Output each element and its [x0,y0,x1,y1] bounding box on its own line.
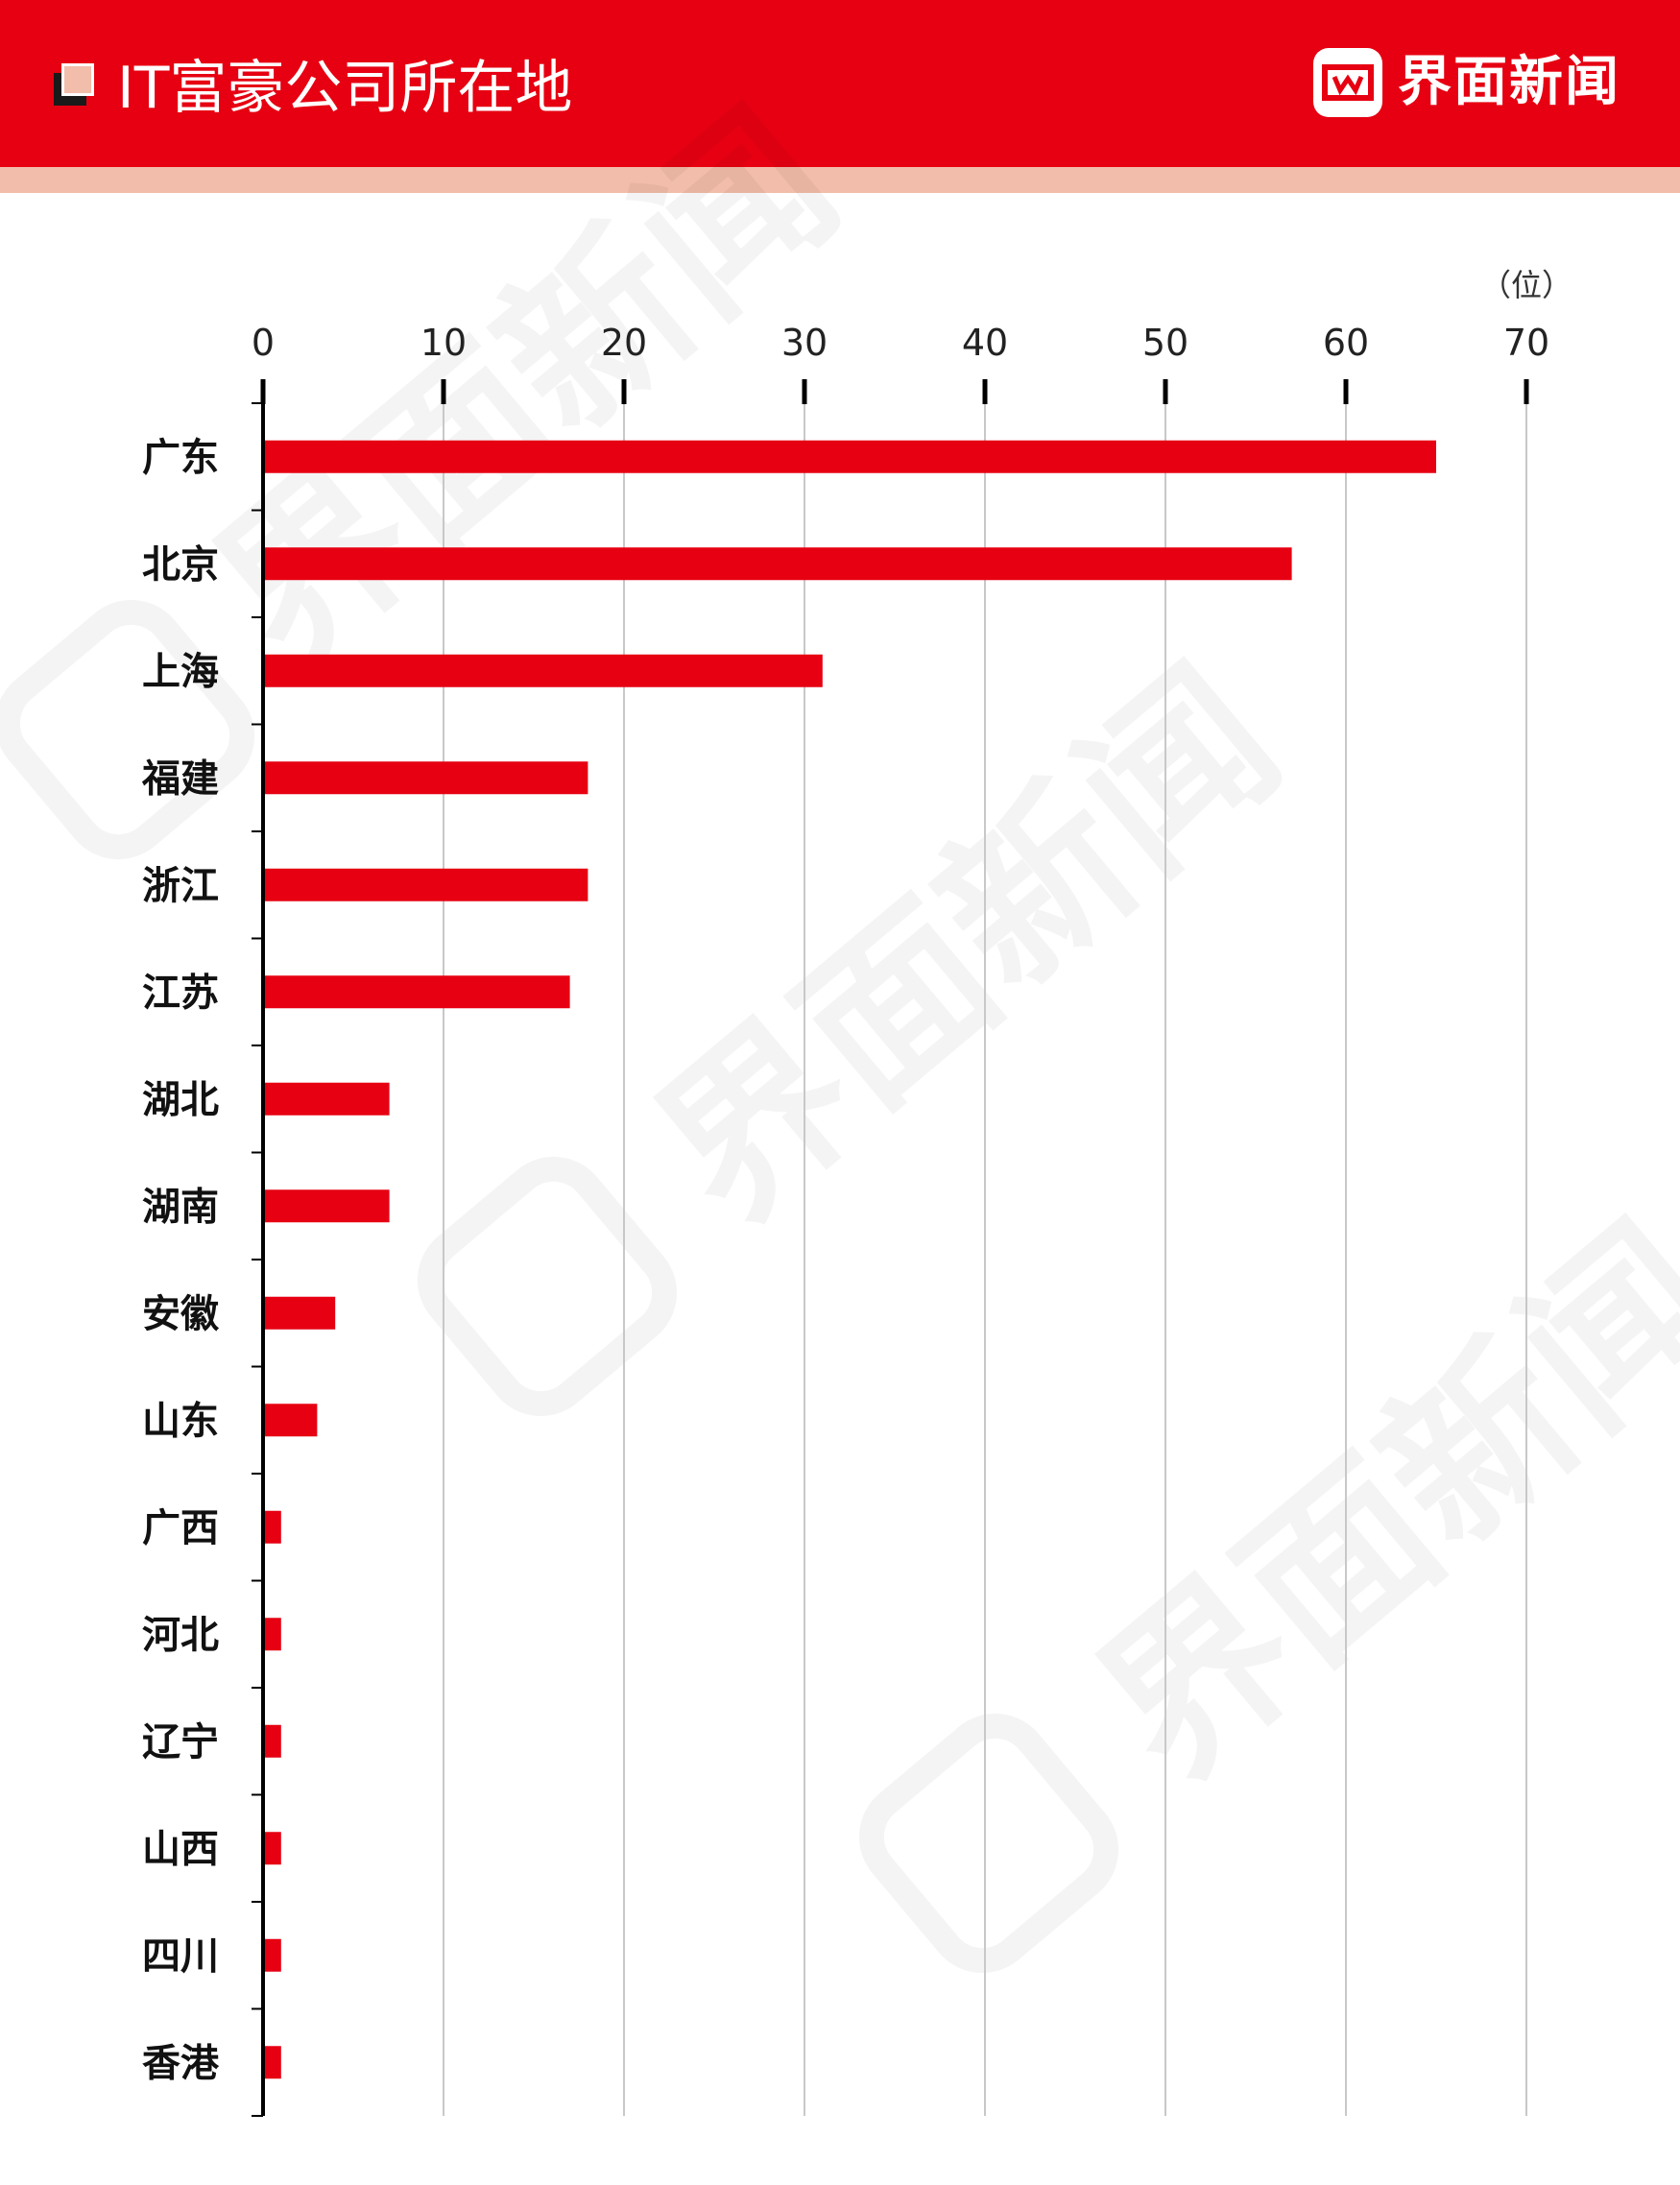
category-label: 湖南 [142,1185,219,1229]
x-tick-label: 70 [1503,322,1549,364]
x-tick-label: 10 [420,322,467,364]
bar [263,2046,281,2079]
category-label: 福建 [141,756,219,801]
category-label: 河北 [142,1613,219,1657]
x-tick-label: 20 [601,322,647,364]
brand-name: 界面新闻 [1398,51,1620,113]
x-tick-label: 60 [1323,322,1369,364]
bar [263,975,570,1009]
category-label: 香港 [142,2041,220,2085]
bar [263,1832,281,1865]
category-label: 辽宁 [142,1720,219,1765]
bar [263,1618,281,1651]
bar [263,654,823,687]
x-tick-label: 40 [962,322,1008,364]
category-label: 广东 [142,436,219,480]
category-label: 江苏 [142,971,219,1015]
bar [263,868,588,901]
unit-label: （位） [1480,267,1572,303]
category-label: 湖北 [142,1078,219,1122]
bar [263,440,1436,473]
category-label: 四川 [142,1934,219,1979]
bar [263,1724,281,1758]
bar [263,1189,390,1223]
category-label: 上海 [142,650,219,694]
category-label: 安徽 [142,1292,220,1336]
stacked-squares-icon [54,63,98,108]
x-tick-label: 50 [1142,322,1188,364]
x-tick-label: 0 [252,322,275,364]
bar [263,1082,390,1116]
x-tick-label: 30 [781,322,828,364]
jiemian-logo-icon [1313,48,1382,117]
bar [263,1404,318,1437]
header-accent-band [0,167,1680,193]
chart-title: IT富豪公司所在地 [117,55,573,122]
bar [263,547,1292,581]
bar [263,1938,281,1972]
header-bar: IT富豪公司所在地 界面新闻 [0,0,1680,167]
bar [263,1510,281,1544]
bar [263,1296,336,1330]
category-label: 北京 [142,542,219,587]
category-label: 山西 [142,1827,219,1871]
category-label: 浙江 [142,864,219,908]
category-label: 山东 [142,1399,219,1443]
category-label: 广西 [142,1506,219,1550]
bar [263,761,588,795]
